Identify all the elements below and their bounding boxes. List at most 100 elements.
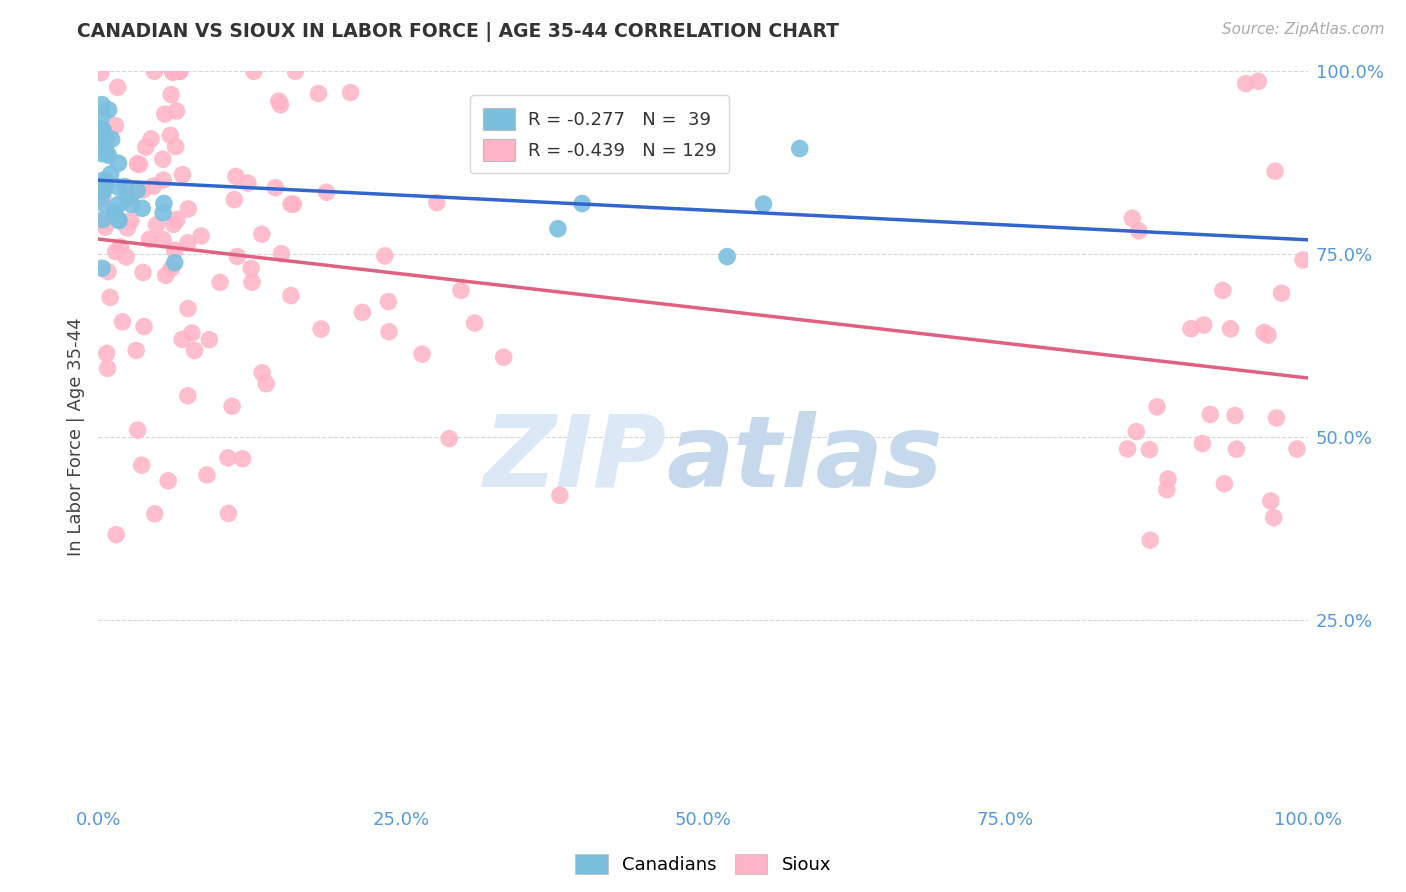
Point <box>107 180 129 194</box>
Point <box>153 107 176 121</box>
Point <box>107 80 129 95</box>
Point <box>100 132 122 146</box>
Point <box>224 193 246 207</box>
Point <box>96 175 118 189</box>
Point <box>209 276 232 290</box>
Point <box>157 474 180 488</box>
Point <box>1128 224 1150 238</box>
Point <box>439 432 461 446</box>
Point <box>120 189 142 203</box>
Point <box>198 333 221 347</box>
Point <box>135 140 157 154</box>
Point <box>1199 408 1222 422</box>
Point <box>1253 326 1275 340</box>
Point <box>1180 322 1202 336</box>
Point <box>166 212 188 227</box>
Point <box>1265 411 1288 425</box>
Point <box>160 261 183 276</box>
Y-axis label: In Labor Force | Age 35-44: In Labor Force | Age 35-44 <box>66 318 84 557</box>
Point <box>1263 510 1285 524</box>
Point <box>115 191 138 205</box>
Point <box>280 288 302 302</box>
Point <box>163 244 186 258</box>
Point <box>1271 286 1294 301</box>
Point <box>91 212 114 227</box>
Point <box>352 305 374 319</box>
Point <box>103 207 125 221</box>
Point <box>225 169 247 184</box>
Text: CANADIAN VS SIOUX IN LABOR FORCE | AGE 35-44 CORRELATION CHART: CANADIAN VS SIOUX IN LABOR FORCE | AGE 3… <box>77 22 839 42</box>
Point <box>91 196 114 211</box>
Point <box>450 284 472 298</box>
Point <box>110 240 132 254</box>
Point <box>91 121 114 136</box>
Point <box>167 64 190 78</box>
Point <box>1234 77 1257 91</box>
Point <box>264 180 287 194</box>
Point <box>121 197 143 211</box>
Point <box>160 87 183 102</box>
Point <box>105 527 128 541</box>
Point <box>492 350 515 364</box>
Point <box>426 195 449 210</box>
Point <box>177 301 200 316</box>
Point <box>166 103 188 118</box>
Point <box>1247 74 1270 88</box>
Point <box>97 265 120 279</box>
Point <box>231 451 253 466</box>
Point <box>240 275 263 289</box>
Point <box>1125 425 1147 439</box>
Point <box>177 202 200 216</box>
Point <box>96 346 118 360</box>
Point <box>250 227 273 242</box>
Point <box>145 218 167 232</box>
Point <box>307 87 329 101</box>
Point <box>1285 442 1308 456</box>
Point <box>91 184 114 198</box>
Point <box>91 261 114 276</box>
Point <box>91 109 114 123</box>
Point <box>143 64 166 78</box>
Point <box>1139 442 1161 457</box>
Point <box>94 132 117 146</box>
Point <box>309 322 332 336</box>
Point <box>117 221 139 235</box>
Legend: Canadians, Sioux: Canadians, Sioux <box>567 845 839 883</box>
Point <box>93 192 115 206</box>
Point <box>236 176 259 190</box>
Point <box>1146 400 1168 414</box>
Point <box>127 183 149 197</box>
Text: ZIP: ZIP <box>484 410 666 508</box>
Point <box>162 218 184 232</box>
Point <box>114 179 136 194</box>
Point <box>315 185 337 199</box>
Point <box>283 197 305 211</box>
Point <box>159 128 181 143</box>
Point <box>97 103 120 117</box>
Point <box>377 294 399 309</box>
Point <box>1225 442 1247 457</box>
Point <box>97 148 120 162</box>
Point <box>1213 476 1236 491</box>
Point <box>152 233 174 247</box>
Text: Source: ZipAtlas.com: Source: ZipAtlas.com <box>1222 22 1385 37</box>
Point <box>90 214 112 228</box>
Point <box>339 86 361 100</box>
Point <box>111 315 134 329</box>
Point <box>139 132 162 146</box>
Point <box>142 179 165 194</box>
Point <box>1219 322 1241 336</box>
Point <box>115 250 138 264</box>
Point <box>98 290 121 304</box>
Point <box>226 250 249 264</box>
Point <box>195 468 218 483</box>
Point <box>91 133 114 147</box>
Point <box>270 246 292 260</box>
Point <box>90 66 112 80</box>
Point <box>411 347 433 361</box>
Point <box>464 316 486 330</box>
Point <box>153 196 176 211</box>
Point <box>91 122 114 136</box>
Point <box>143 507 166 521</box>
Point <box>93 184 115 198</box>
